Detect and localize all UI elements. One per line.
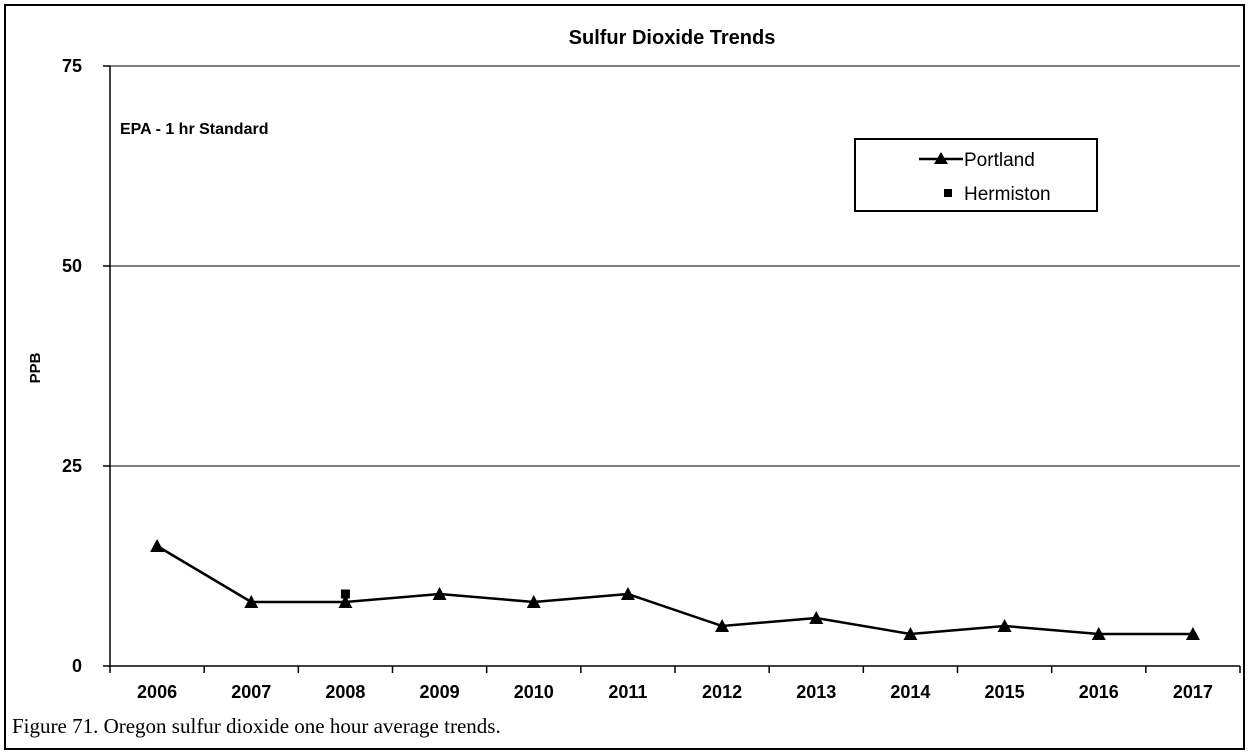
data-point-portland (809, 611, 824, 624)
x-tick-label: 2008 (325, 682, 365, 702)
legend-portland-label: Portland (964, 150, 1035, 171)
x-tick-label: 2011 (608, 682, 647, 702)
series-line-portland (156, 544, 1193, 636)
data-point-portland (1091, 627, 1106, 640)
data-point-portland (150, 539, 165, 552)
data-point-portland (1185, 627, 1200, 640)
series-layer (150, 539, 1200, 640)
x-tick-label: 2006 (137, 682, 177, 702)
x-tick-label: 2012 (702, 682, 742, 702)
x-tick-label: 2016 (1079, 682, 1119, 702)
data-point-portland (903, 627, 918, 640)
data-point-portland (997, 619, 1012, 632)
data-point-portland (526, 595, 541, 608)
x-tick-label: 2014 (890, 682, 930, 702)
y-tick-label: 75 (62, 56, 82, 76)
grid-layer (110, 65, 1240, 467)
x-tick-label: 2013 (796, 682, 836, 702)
data-point-portland (244, 595, 259, 608)
chart-title: Sulfur Dioxide Trends (569, 27, 776, 49)
x-tick-label: 2015 (985, 682, 1025, 702)
data-point-portland (715, 619, 730, 632)
figure-frame (4, 4, 1245, 750)
x-tick-label: 2010 (514, 682, 554, 702)
y-tick-label: 50 (62, 256, 82, 276)
standard-label: EPA - 1 hr Standard (120, 121, 268, 138)
x-tick-label: 2017 (1173, 682, 1213, 702)
data-point-portland (432, 587, 447, 600)
y-tick-label: 0 (72, 656, 82, 676)
legend: Portland Hermiston (854, 138, 1098, 212)
x-tick-label: 2007 (231, 682, 271, 702)
legend-box (854, 138, 1098, 212)
legend-hermiston-marker (944, 189, 952, 197)
sulfur-dioxide-chart: Sulfur Dioxide Trends EPA - 1 hr Standar… (27, 27, 1241, 702)
data-point-portland (338, 595, 353, 608)
legend-portland-marker (934, 152, 948, 164)
legend-hermiston-label: Hermiston (964, 184, 1051, 205)
data-point-portland (620, 587, 635, 600)
y-tick-label: 25 (62, 456, 82, 476)
y-axis-label: PPB (27, 352, 44, 383)
figure-caption: Figure 71. Oregon sulfur dioxide one hou… (12, 714, 501, 738)
x-tick-label: 2009 (420, 682, 460, 702)
data-point-hermiston (340, 589, 350, 599)
axis-layer: 0 25 50 75 2006 2007 2008 2009 2010 2011 2012 2013 2… (62, 56, 1241, 702)
